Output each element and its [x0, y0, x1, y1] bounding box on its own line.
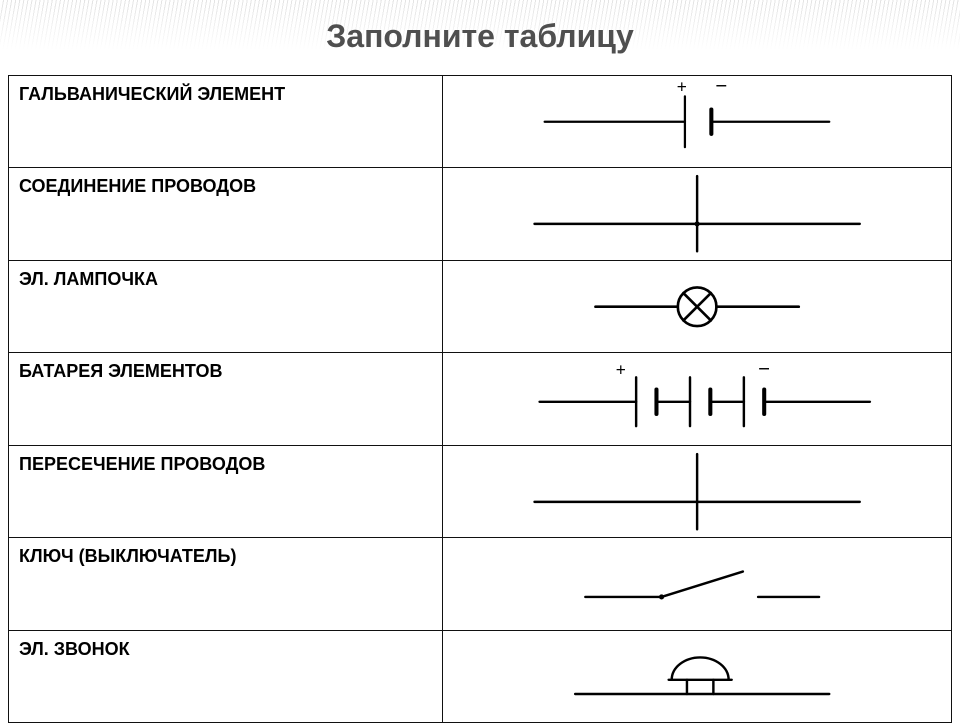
table-row: КЛЮЧ (ВЫКЛЮЧАТЕЛЬ)	[9, 538, 952, 630]
table-row: СОЕДИНЕНИЕ ПРОВОДОВ	[9, 168, 952, 260]
symbol-wire-crossing	[442, 445, 951, 537]
table-row: ЭЛ. ЗВОНОК	[9, 630, 952, 722]
row-label: ЭЛ. ЛАМПОЧКА	[9, 260, 443, 352]
table-row: БАТАРЕЯ ЭЛЕМЕНТОВ + −	[9, 353, 952, 445]
symbol-lamp	[442, 260, 951, 352]
row-label: КЛЮЧ (ВЫКЛЮЧАТЕЛЬ)	[9, 538, 443, 630]
symbols-table: ГАЛЬВАНИЧЕСКИЙ ЭЛЕМЕНТ + − СОЕДИНЕНИЕ ПР…	[8, 75, 952, 700]
minus-sign: −	[758, 359, 770, 381]
row-label: ЭЛ. ЗВОНОК	[9, 630, 443, 722]
minus-sign: −	[715, 76, 727, 97]
plus-sign: +	[677, 76, 687, 96]
symbol-galvanic-cell: + −	[442, 76, 951, 168]
row-label: ГАЛЬВАНИЧЕСКИЙ ЭЛЕМЕНТ	[9, 76, 443, 168]
row-label: БАТАРЕЯ ЭЛЕМЕНТОВ	[9, 353, 443, 445]
plus-sign: +	[616, 360, 626, 380]
table-row: ГАЛЬВАНИЧЕСКИЙ ЭЛЕМЕНТ + −	[9, 76, 952, 168]
table-row: ПЕРЕСЕЧЕНИЕ ПРОВОДОВ	[9, 445, 952, 537]
page-title: Заполните таблицу	[0, 18, 960, 55]
row-label: ПЕРЕСЕЧЕНИЕ ПРОВОДОВ	[9, 445, 443, 537]
junction-dot-icon	[694, 222, 699, 227]
symbol-wire-junction	[442, 168, 951, 260]
table-row: ЭЛ. ЛАМПОЧКА	[9, 260, 952, 352]
symbol-bell	[442, 630, 951, 722]
row-label: СОЕДИНЕНИЕ ПРОВОДОВ	[9, 168, 443, 260]
symbol-battery: + −	[442, 353, 951, 445]
symbol-switch	[442, 538, 951, 630]
